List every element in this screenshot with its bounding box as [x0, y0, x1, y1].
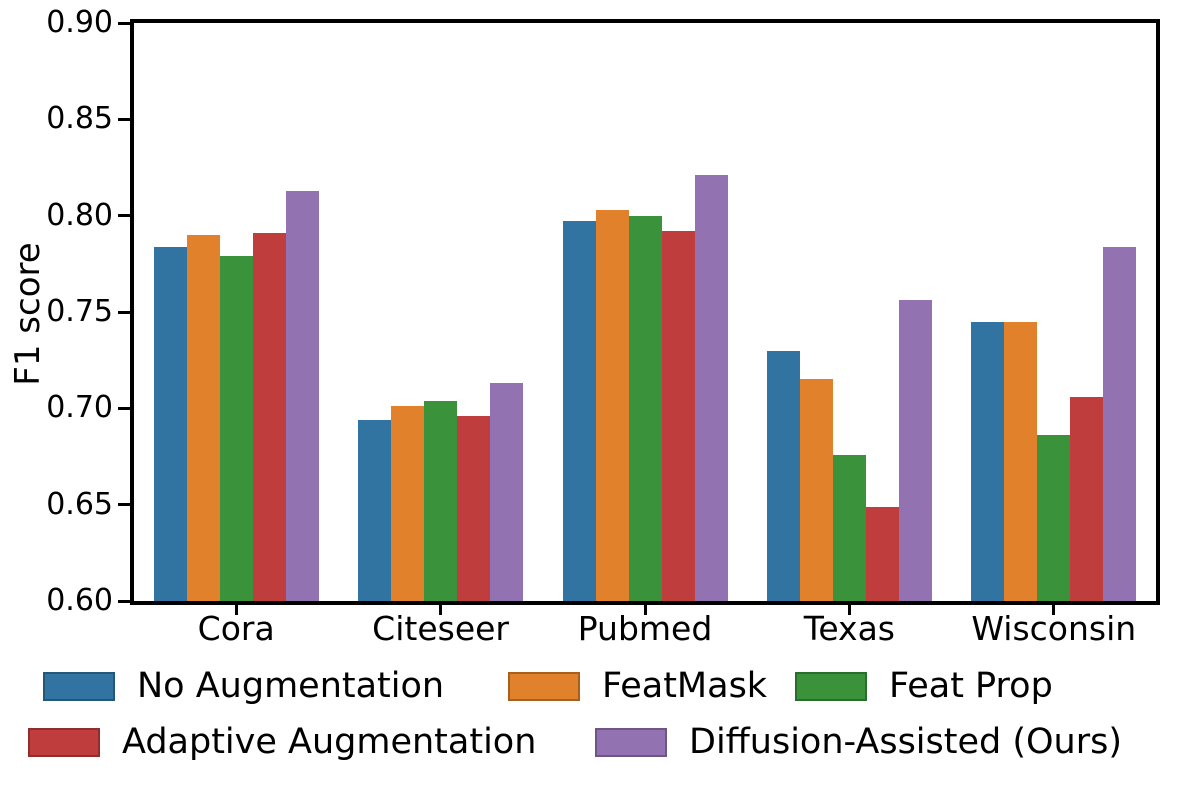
x-tick-mark: [439, 605, 443, 615]
legend-item-featmask: FeatMask: [508, 666, 767, 706]
bar-texas-adaptive-augmentation: [865, 506, 899, 601]
bar-cora-featmask: [186, 234, 220, 601]
bar-group-wisconsin: [952, 23, 1156, 601]
legend-item-adaptive-augmentation: Adaptive Augmentation: [28, 722, 536, 762]
legend-swatch-featmask: [508, 671, 580, 701]
legend-swatch-no-augmentation: [43, 671, 115, 701]
y-tick-label: 0.70: [46, 390, 113, 426]
legend-item-diffusion-assisted-ours: Diffusion-Assisted (Ours): [595, 722, 1122, 762]
y-tick-mark: [118, 503, 130, 507]
bar-texas-diffusion-assisted-ours: [898, 300, 932, 601]
bar-wisconsin-adaptive-augmentation: [1070, 396, 1104, 601]
x-tick-mark: [847, 605, 851, 615]
x-tick-label-cora: Cora: [197, 609, 275, 648]
x-tick-mark: [234, 605, 238, 615]
bar-wisconsin-no-augmentation: [971, 321, 1005, 601]
legend-swatch-adaptive-augmentation: [28, 727, 100, 757]
x-tick-label-texas: Texas: [803, 609, 895, 648]
y-tick-mark: [118, 214, 130, 218]
bar-citeseer-feat-prop: [424, 400, 458, 601]
bar-pubmed-diffusion-assisted-ours: [694, 175, 728, 601]
bar-citeseer-diffusion-assisted-ours: [490, 383, 524, 601]
bar-texas-feat-prop: [832, 454, 866, 601]
y-tick-label: 0.85: [46, 101, 113, 137]
bar-cora-no-augmentation: [153, 246, 187, 601]
bar-pubmed-no-augmentation: [562, 221, 596, 601]
legend-swatch-feat-prop: [795, 671, 867, 701]
bar-group-texas: [747, 23, 951, 601]
bar-group-citeseer: [338, 23, 542, 601]
x-tick-label-citeseer: Citeseer: [372, 609, 509, 648]
bar-pubmed-featmask: [595, 209, 629, 601]
x-tick-label-pubmed: Pubmed: [577, 609, 713, 648]
legend-label: No Augmentation: [137, 666, 445, 706]
bar-wisconsin-featmask: [1004, 321, 1038, 601]
bar-citeseer-no-augmentation: [358, 419, 392, 601]
y-tick-mark: [118, 21, 130, 25]
plot-area: [134, 23, 1156, 601]
legend-label: Feat Prop: [889, 666, 1053, 706]
bar-group-cora: [134, 23, 338, 601]
bar-wisconsin-diffusion-assisted-ours: [1103, 246, 1137, 601]
x-tick-mark: [643, 605, 647, 615]
y-tick-label: 0.65: [46, 486, 113, 522]
legend-item-no-augmentation: No Augmentation: [43, 666, 444, 706]
y-tick-label: 0.80: [46, 197, 113, 233]
bar-cora-feat-prop: [219, 256, 253, 601]
y-tick-label: 0.75: [46, 294, 113, 329]
x-tick-label-wisconsin: Wisconsin: [971, 609, 1137, 648]
bar-citeseer-featmask: [391, 406, 425, 601]
y-tick-label: 0.90: [46, 5, 113, 40]
bar-group-pubmed: [543, 23, 747, 601]
x-tick-mark: [1052, 605, 1056, 615]
y-tick-mark: [118, 599, 130, 603]
bar-citeseer-adaptive-augmentation: [457, 416, 491, 601]
y-tick-label: 0.60: [46, 583, 113, 618]
bar-texas-featmask: [799, 379, 833, 601]
bar-pubmed-feat-prop: [628, 215, 662, 601]
bar-cora-diffusion-assisted-ours: [285, 190, 319, 601]
legend-label: Diffusion-Assisted (Ours): [689, 722, 1123, 762]
legend-label: FeatMask: [602, 666, 768, 706]
bar-wisconsin-feat-prop: [1037, 435, 1071, 601]
legend-swatch-diffusion-assisted-ours: [595, 727, 667, 757]
legend-item-feat-prop: Feat Prop: [795, 666, 1053, 706]
y-tick-mark: [118, 406, 130, 410]
bar-pubmed-adaptive-augmentation: [661, 231, 695, 601]
y-tick-mark: [118, 117, 130, 121]
bar-cora-adaptive-augmentation: [252, 233, 286, 601]
bar-texas-no-augmentation: [766, 350, 800, 601]
y-tick-mark: [118, 310, 130, 314]
legend-label: Adaptive Augmentation: [122, 722, 537, 762]
